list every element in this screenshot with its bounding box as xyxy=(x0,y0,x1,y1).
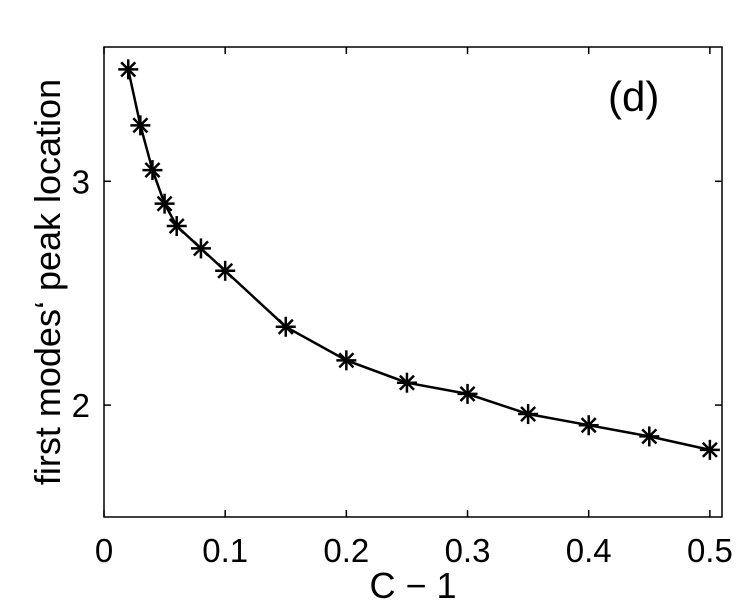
y-axis-ticks: 23 xyxy=(72,163,722,424)
data-point-marker xyxy=(396,372,417,393)
y-tick-label: 3 xyxy=(72,163,90,200)
data-point-marker xyxy=(130,115,151,136)
data-point-marker xyxy=(699,439,720,460)
data-point-marker xyxy=(639,426,660,447)
data-point-marker xyxy=(215,260,236,281)
data-point-marker xyxy=(142,160,163,181)
data-point-marker xyxy=(154,193,175,214)
data-point-marker xyxy=(578,415,599,436)
x-tick-label: 0.4 xyxy=(566,532,612,569)
data-point-marker xyxy=(118,59,139,80)
y-tick-label: 2 xyxy=(72,387,90,424)
series-markers xyxy=(118,59,720,460)
data-point-marker xyxy=(457,383,478,404)
data-point-marker xyxy=(275,316,296,337)
x-tick-label: 0 xyxy=(95,532,113,569)
plot-frame xyxy=(103,46,723,518)
x-tick-label: 0.1 xyxy=(202,532,248,569)
data-point-marker xyxy=(336,350,357,371)
x-tick-label: 0.5 xyxy=(687,532,733,569)
data-point-marker xyxy=(190,238,211,259)
x-tick-label: 0.2 xyxy=(323,532,369,569)
series-line xyxy=(126,69,711,452)
data-point-marker xyxy=(518,404,539,425)
data-point-marker xyxy=(166,216,187,237)
x-axis-label: C − 1 xyxy=(369,565,456,606)
annotation-label: (d) xyxy=(608,73,659,120)
x-tick-label: 0.3 xyxy=(445,532,491,569)
x-axis-ticks: 0 0.1 0.2 0.3 0.4 0.5 xyxy=(95,47,733,569)
y-axis-label: first modes‘ peak location xyxy=(27,79,68,485)
